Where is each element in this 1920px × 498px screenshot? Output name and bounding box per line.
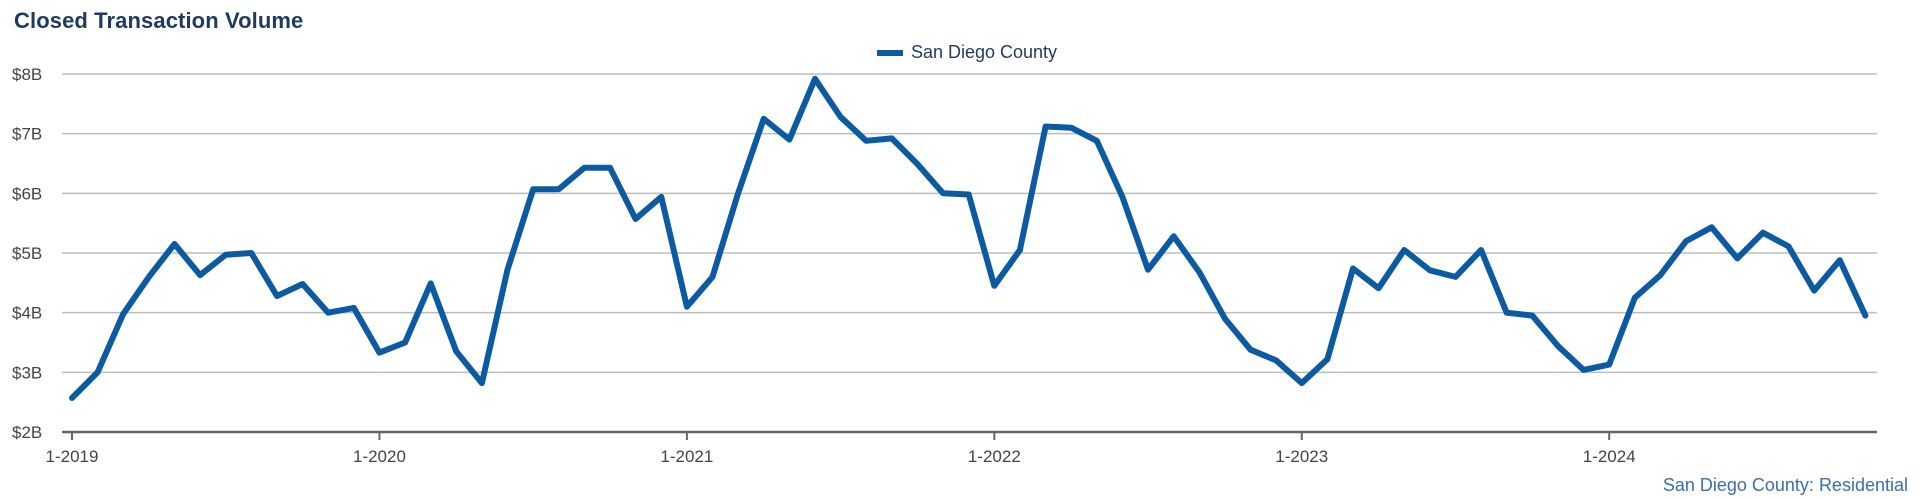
data-point (1529, 313, 1535, 319)
data-point (1683, 238, 1689, 244)
data-point (1248, 347, 1253, 353)
data-point (556, 186, 562, 192)
data-point (1581, 367, 1587, 373)
data-point (453, 348, 459, 354)
data-point (1657, 272, 1663, 278)
data-point (838, 114, 844, 120)
x-tick-label: 1-2019 (46, 447, 99, 466)
data-point (889, 135, 895, 141)
data-point (1453, 274, 1458, 280)
data-point (248, 250, 254, 256)
data-point (1119, 194, 1125, 200)
data-point (735, 190, 741, 196)
data-point (530, 186, 536, 192)
data-point (710, 274, 715, 280)
data-point (95, 369, 101, 375)
data-point (351, 305, 357, 311)
data-point (1401, 247, 1407, 253)
data-point (1760, 230, 1766, 236)
data-point (376, 350, 382, 356)
data-point (428, 280, 434, 286)
y-tick-label: $8B (12, 65, 42, 84)
data-point (1273, 357, 1279, 363)
data-point (146, 274, 152, 280)
legend: San Diego County (0, 42, 1920, 63)
y-tick-label: $3B (12, 363, 42, 382)
data-point (479, 380, 485, 386)
data-point (172, 241, 177, 247)
chart-footer: San Diego County: Residential (1662, 475, 1908, 495)
data-point (69, 395, 75, 401)
data-point (1837, 257, 1843, 263)
data-point (1376, 285, 1382, 291)
data-point (1606, 362, 1612, 368)
data-point (658, 194, 664, 200)
data-point (1222, 316, 1228, 322)
x-tick-label: 1-2022 (968, 447, 1021, 466)
data-point (1862, 313, 1868, 319)
data-point (1427, 267, 1433, 273)
data-point (1145, 267, 1151, 273)
data-point (684, 304, 690, 310)
data-point (863, 138, 869, 144)
chart-title: Closed Transaction Volume (14, 8, 304, 33)
data-point (812, 76, 818, 82)
data-point (1350, 266, 1356, 271)
data-point (402, 340, 408, 345)
data-point (197, 272, 203, 278)
data-point (1068, 125, 1074, 131)
legend-label: San Diego County (910, 42, 1058, 62)
data-point (1043, 124, 1049, 129)
data-point (1094, 138, 1100, 144)
series-layer (69, 75, 1869, 401)
data-point (1811, 288, 1817, 294)
data-point (325, 310, 331, 316)
data-point (1017, 247, 1023, 253)
y-tick-label: $6B (12, 184, 42, 203)
data-point (915, 161, 920, 167)
data-point (1196, 269, 1202, 275)
data-point (581, 165, 587, 171)
data-point (1632, 295, 1638, 301)
data-point (991, 283, 997, 289)
x-tick-label: 1-2021 (660, 447, 713, 466)
data-point (1299, 380, 1305, 386)
data-point (1734, 255, 1740, 261)
legend-swatch (876, 49, 903, 56)
data-point (1504, 310, 1510, 316)
data-point (223, 252, 229, 258)
data-point (505, 267, 510, 273)
data-point (274, 293, 280, 299)
data-point (1324, 356, 1330, 362)
data-point (633, 216, 639, 222)
data-point (761, 116, 767, 122)
y-axis-ticks: $2B $3B $4B $5B $6B $7B $8B (12, 65, 42, 442)
x-axis: 1-2019 1-2020 1-2021 1-2022 1-2023 1-2024 (46, 430, 1877, 466)
data-point (1709, 224, 1715, 230)
data-point (940, 190, 946, 196)
data-point (1171, 233, 1177, 239)
y-tick-label: $5B (12, 244, 42, 263)
y-tick-label: $2B (12, 423, 42, 442)
x-tick-label: 1-2023 (1275, 447, 1328, 466)
y-tick-label: $4B (12, 304, 42, 323)
data-point (786, 137, 792, 143)
series-line (69, 75, 1869, 401)
data-point (1786, 243, 1791, 249)
data-point (966, 192, 972, 197)
x-tick-label: 1-2024 (1583, 447, 1636, 466)
y-tick-label: $7B (12, 125, 42, 144)
data-point (300, 281, 306, 287)
gridlines (62, 73, 1877, 374)
data-point (1478, 247, 1484, 253)
data-point (120, 311, 126, 317)
data-point (607, 165, 613, 171)
data-point (1555, 343, 1561, 349)
x-tick-label: 1-2020 (353, 447, 406, 466)
